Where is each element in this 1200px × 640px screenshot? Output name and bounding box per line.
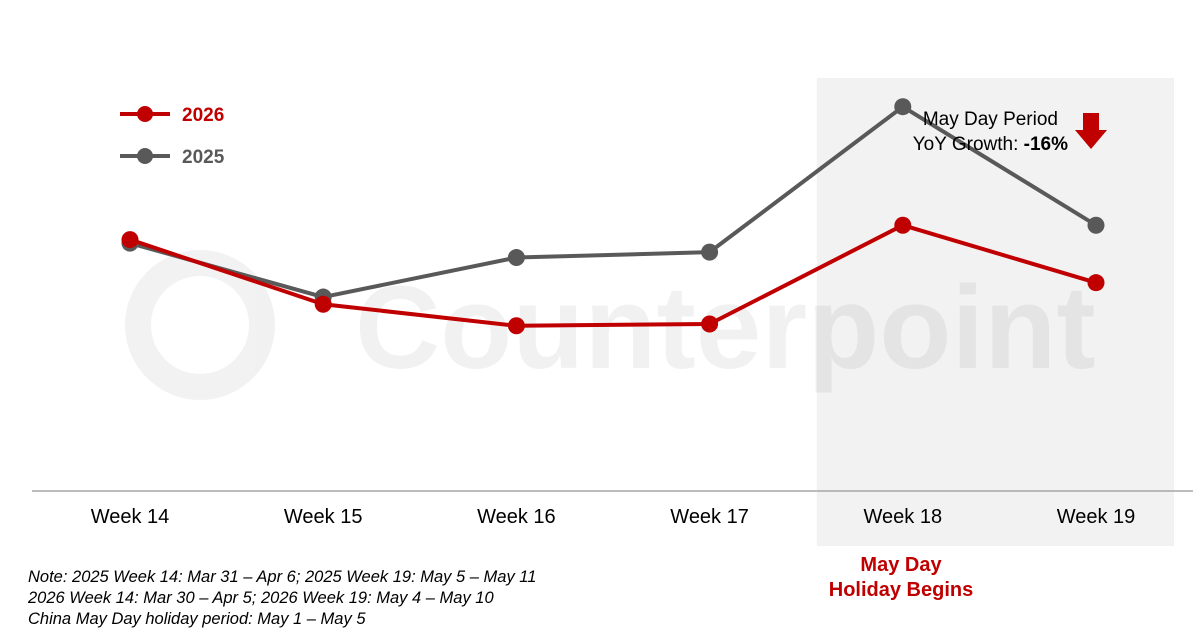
point-2025-week-16 <box>507 249 525 267</box>
legend-item-2025: 2025 <box>120 147 225 168</box>
series-layer <box>121 98 1105 335</box>
point-2025-week-19 <box>1087 216 1105 234</box>
holiday-label: May Day Holiday Begins <box>829 554 973 601</box>
legend-item-2026: 2026 <box>120 105 224 126</box>
x-tick-week-16: Week 16 <box>477 506 556 528</box>
x-tick-week-15: Week 15 <box>284 506 363 528</box>
point-2025-week-18 <box>894 98 912 116</box>
point-2026-week-19 <box>1087 274 1105 292</box>
may-day-highlight-band <box>816 78 1174 546</box>
x-tick-week-17: Week 17 <box>670 506 749 528</box>
legend: 2026 2025 <box>120 105 225 168</box>
footnote-line-3: China May Day holiday period: May 1 – Ma… <box>28 610 366 628</box>
legend-marker-2026 <box>137 106 153 122</box>
series-line-2026 <box>129 223 1097 328</box>
counterpoint-watermark: Counterpoint <box>125 250 1096 400</box>
annotation-growth-value: -16% <box>1024 134 1068 155</box>
yoy-annotation: May Day Period YoY Growth: -16% <box>913 109 1107 155</box>
point-2026-week-17 <box>701 315 719 333</box>
point-2026-week-15 <box>314 295 332 313</box>
down-arrow-icon <box>1075 113 1107 149</box>
footnote: Note: 2025 Week 14: Mar 31 – Apr 6; 2025… <box>28 567 536 630</box>
annotation-growth: YoY Growth: -16% <box>913 134 1068 155</box>
series-line-2025 <box>129 104 1098 300</box>
legend-label-2026: 2026 <box>182 105 224 126</box>
annotation-growth-prefix: YoY Growth: <box>913 134 1024 155</box>
holiday-label-line2: Holiday Begins <box>829 579 973 601</box>
series-2026 <box>121 216 1105 335</box>
x-tick-week-18: Week 18 <box>864 506 943 528</box>
point-2025-week-17 <box>701 243 719 261</box>
annotation-title: May Day Period <box>923 109 1058 130</box>
holiday-label-line1: May Day <box>860 554 942 576</box>
point-2026-week-16 <box>507 317 525 335</box>
footnote-line-1: Note: 2025 Week 14: Mar 31 – Apr 6; 2025… <box>28 568 537 586</box>
point-2026-week-18 <box>894 216 912 234</box>
x-tick-labels: Week 14 Week 15 Week 16 Week 17 Week 18 Week … <box>91 506 1136 528</box>
x-tick-week-14: Week 14 <box>91 506 170 528</box>
x-tick-week-19: Week 19 <box>1057 506 1136 528</box>
legend-label-2025: 2025 <box>182 147 225 168</box>
svg-text:Counterpoint: Counterpoint <box>355 262 1096 394</box>
legend-marker-2025 <box>137 148 153 164</box>
footnote-line-2: 2026 Week 14: Mar 30 – Apr 5; 2026 Week … <box>28 589 494 607</box>
point-2026-week-14 <box>121 231 139 249</box>
